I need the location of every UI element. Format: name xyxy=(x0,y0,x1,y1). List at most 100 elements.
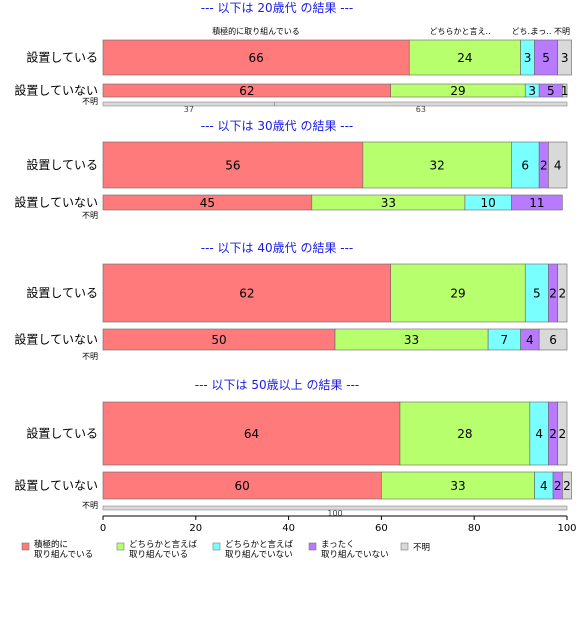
x-tick-label: 0 xyxy=(100,523,106,534)
group-title: --- 以下は 40歳代 の結果 --- xyxy=(201,241,354,255)
x-tick-label: 80 xyxy=(468,523,481,534)
top-category-label: まっ.. xyxy=(531,27,552,36)
x-tick-label: 60 xyxy=(375,523,388,534)
legend-label: 不明 xyxy=(413,543,430,553)
row-label: 不明 xyxy=(82,97,98,106)
value-label: 64 xyxy=(244,427,259,441)
value-label: 2 xyxy=(549,427,557,441)
bar-segment xyxy=(362,141,512,189)
value-label: 29 xyxy=(450,84,465,98)
bar-segment xyxy=(390,263,526,323)
value-label: 45 xyxy=(200,196,215,210)
value-label: 66 xyxy=(248,51,263,65)
value-label: 6 xyxy=(549,333,557,347)
value-label: 60 xyxy=(235,479,250,493)
bar-segment xyxy=(408,39,521,76)
value-label: 37 xyxy=(184,105,194,114)
value-label: 24 xyxy=(457,51,472,65)
value-label: 2 xyxy=(554,479,562,493)
row-label: 不明 xyxy=(82,501,98,510)
legend-label: 取り組んでいる xyxy=(129,549,188,560)
group-title: --- 以下は 30歳代 の結果 --- xyxy=(201,119,354,133)
value-label: 2 xyxy=(549,287,557,301)
bar-segment xyxy=(557,263,568,323)
value-label: 2 xyxy=(540,159,548,173)
value-label: 62 xyxy=(239,84,254,98)
value-label: 5 xyxy=(542,51,550,65)
row-label: 設置していない xyxy=(14,478,98,493)
value-label: 4 xyxy=(535,427,543,441)
legend-label: 取り組んでいる xyxy=(34,549,93,560)
legend-label: 積極的に xyxy=(34,539,68,550)
value-label: 7 xyxy=(501,333,509,347)
value-label: 2 xyxy=(559,287,567,301)
value-label: 56 xyxy=(225,159,240,173)
bar-segment xyxy=(274,101,568,107)
bar-segment xyxy=(102,505,568,511)
bar-segment xyxy=(102,263,391,323)
bar-segment xyxy=(538,328,568,351)
row-label: 設置している xyxy=(26,285,98,300)
bar-segment xyxy=(548,141,568,189)
row-label: 設置していない xyxy=(14,332,98,347)
bar-segment xyxy=(557,39,572,76)
row-label: 不明 xyxy=(82,211,98,220)
row-label: 設置していない xyxy=(14,83,98,98)
row-label: 設置していない xyxy=(14,195,98,210)
group-title: --- 以下は 20歳代 の結果 --- xyxy=(201,1,354,15)
legend-label: まったく xyxy=(321,540,355,550)
value-label: 32 xyxy=(429,159,444,173)
value-label: 1 xyxy=(561,84,569,98)
bar-segment xyxy=(511,194,563,211)
value-label: 2 xyxy=(559,427,567,441)
row-label: 設置している xyxy=(26,50,98,65)
value-label: 10 xyxy=(480,196,495,210)
value-label: 3 xyxy=(561,51,569,65)
x-tick-label: 40 xyxy=(282,523,295,534)
value-label: 4 xyxy=(554,159,562,173)
value-label: 4 xyxy=(540,479,548,493)
value-label: 3 xyxy=(528,84,536,98)
legend-swatch xyxy=(21,542,30,551)
legend-swatch xyxy=(212,542,221,551)
bar-segment xyxy=(102,401,401,466)
legend-label: どちらかと言えば xyxy=(129,539,198,550)
value-label: 2 xyxy=(563,479,571,493)
x-tick-label: 100 xyxy=(557,523,576,534)
bar-segment xyxy=(102,141,364,189)
x-tick-label: 20 xyxy=(189,523,202,534)
legend-label: どちらかと言えば xyxy=(225,539,294,550)
legend-label: 取り組んでいない xyxy=(225,549,293,560)
value-label: 5 xyxy=(533,287,541,301)
value-label: 33 xyxy=(404,333,419,347)
value-label: 28 xyxy=(457,427,472,441)
row-label: 不明 xyxy=(82,352,98,361)
value-label: 33 xyxy=(381,196,396,210)
value-label: 11 xyxy=(529,196,544,210)
value-label: 6 xyxy=(521,159,529,173)
bar-segment xyxy=(562,83,568,98)
bar-segment xyxy=(562,471,572,500)
group-title: --- 以下は 50歳以上 の結果 --- xyxy=(195,378,360,392)
legend-swatch xyxy=(308,542,317,551)
row-label: 設置している xyxy=(26,426,98,441)
top-category-label: どちらかと言え.. xyxy=(429,26,490,36)
value-label: 4 xyxy=(526,333,534,347)
top-category-label: 積極的に取り組んでいる xyxy=(212,26,300,36)
top-category-label: どち.. xyxy=(511,27,532,36)
legend-swatch xyxy=(400,542,409,551)
value-label: 100 xyxy=(327,509,342,518)
value-label: 5 xyxy=(547,84,555,98)
bar-segment xyxy=(381,471,535,500)
legend-swatch xyxy=(116,542,125,551)
legend-label: 取り組んでいない xyxy=(321,549,389,560)
value-label: 50 xyxy=(211,333,226,347)
bar-segment xyxy=(557,401,568,466)
value-label: 33 xyxy=(450,479,465,493)
bar-segment xyxy=(399,401,531,466)
value-label: 63 xyxy=(416,105,426,114)
value-label: 62 xyxy=(239,287,254,301)
bar-segment xyxy=(102,39,410,76)
row-label: 設置している xyxy=(26,157,98,172)
